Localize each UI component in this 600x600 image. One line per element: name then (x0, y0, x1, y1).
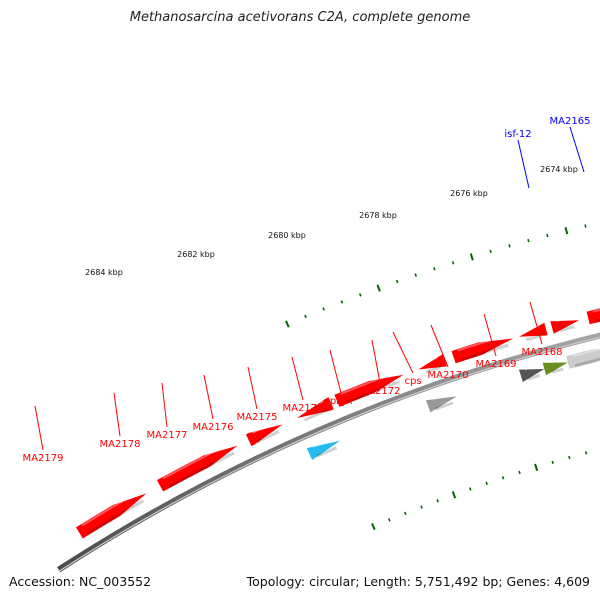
gene-label-MA2170[interactable]: MA2170 (428, 370, 469, 381)
gene-label-isf-12[interactable]: isf-12 (504, 129, 531, 140)
gene-label-MA2177[interactable]: MA2177 (147, 430, 188, 441)
outer-tick-mark (584, 224, 587, 228)
gene-label-MA2178[interactable]: MA2178 (100, 439, 141, 450)
gene-MA2178-arrow[interactable] (156, 443, 238, 492)
leader-line (517, 139, 530, 189)
gene-MA2179-arrow[interactable] (76, 491, 147, 539)
gene-MA2170-arrow[interactable] (586, 301, 600, 325)
outer-tick-mark (451, 261, 455, 265)
gene-label-MA2165[interactable]: MA2165 (550, 116, 591, 127)
inner-tick-mark (534, 463, 539, 471)
inner-tick-mark (501, 476, 505, 480)
gene-cps-olive-arrow[interactable] (542, 358, 568, 376)
gene-MA2174-arrow[interactable] (418, 354, 447, 374)
leader-line (291, 356, 304, 401)
outer-tick-mark (304, 314, 307, 319)
gene-MA2176-red-arrow[interactable] (296, 397, 334, 422)
leader-line (371, 339, 381, 384)
inner-tick-mark (451, 491, 457, 499)
inner-tick-mark (469, 487, 472, 491)
inner-tick-mark (388, 518, 391, 522)
scale-label: 2674 kbp (540, 165, 578, 174)
inner-tick-mark (420, 505, 423, 509)
gene-label-MA2168[interactable]: MA2168 (522, 347, 563, 358)
leader-line (483, 313, 497, 357)
leader-line (247, 366, 258, 410)
outer-tick-mark (414, 273, 417, 277)
outer-tick-mark (359, 293, 362, 297)
leader-line (529, 301, 543, 345)
leader-line (161, 382, 168, 428)
gene-features (76, 301, 600, 539)
scale-label: 2676 kbp (450, 189, 488, 198)
outer-tick-mark (395, 279, 399, 284)
scale-label: 2678 kbp (359, 211, 397, 220)
gene-label-MA2169[interactable]: MA2169 (476, 359, 517, 370)
gene-MA2174-gray-arrow[interactable] (426, 392, 457, 413)
gene-MA2175-arrow[interactable] (334, 371, 404, 407)
outer-tick-mark (546, 233, 549, 238)
map-title: Methanosarcina acetivorans C2A, complete… (129, 10, 471, 25)
leader-line (392, 331, 414, 374)
inner-tick-mark (436, 499, 439, 503)
gene-pigA-arrow[interactable] (451, 334, 514, 364)
inner-tick-mark (485, 481, 488, 485)
outer-tick-mark (508, 244, 511, 248)
leader-line (569, 126, 585, 173)
inner-tick-mark (404, 511, 407, 516)
genome-backbone (57, 332, 600, 573)
outer-tick-mark (469, 253, 474, 261)
outer-tick-mark (285, 320, 290, 328)
position-ticks: 2674 kbp 2676 kbp 2678 kbp 2680 kbp 2682 kbp… (85, 165, 588, 531)
outer-tick-mark (527, 238, 530, 243)
outer-tick-mark (433, 267, 436, 271)
gene-label-MA2172[interactable]: MA2172 (360, 386, 401, 397)
gene-label-MA2176[interactable]: MA2176 (193, 422, 234, 433)
scale-label: 2684 kbp (85, 268, 123, 277)
inner-tick-mark (371, 522, 376, 531)
backbone-line (57, 332, 600, 573)
outer-tick-mark (489, 249, 492, 253)
topology-text: Topology: circular; Length: 5,751,492 bp… (246, 574, 590, 589)
gene-MA2172-gray-arrow[interactable] (519, 364, 545, 382)
gene-label-cps[interactable]: cps (404, 376, 421, 387)
leader-line (34, 405, 44, 451)
inner-tick-mark (551, 460, 554, 465)
gene-label-MA2179[interactable]: MA2179 (23, 453, 64, 464)
leader-line (113, 392, 121, 437)
gene-cps-arrow[interactable] (550, 316, 580, 334)
outer-tick-mark (322, 307, 325, 311)
gene-label-MA2175[interactable]: MA2175 (237, 412, 278, 423)
accession-text: Accession: NC_003552 (9, 574, 152, 589)
gene-label-MA2174[interactable]: MA2174 (283, 403, 324, 414)
inner-tick-mark (584, 451, 588, 455)
gene-MA2172-arrow[interactable] (519, 322, 548, 342)
outer-tick-mark (376, 284, 381, 292)
leader-line (329, 349, 342, 394)
scale-label: 2680 kbp (268, 231, 306, 240)
scale-label: 2682 kbp (177, 250, 215, 259)
outer-tick-mark (564, 227, 569, 235)
inner-tick-mark (518, 470, 521, 475)
leader-line (430, 324, 449, 368)
gene-MA2176-arrow[interactable] (306, 437, 341, 461)
gene-MA2177-arrow[interactable] (245, 421, 283, 447)
inner-tick-mark (568, 455, 571, 460)
gene-MA2170-gray-arrow[interactable] (566, 344, 600, 369)
leader-line (203, 374, 214, 420)
outer-tick-mark (340, 300, 344, 304)
gene-label-pigA[interactable]: pigA (330, 396, 352, 407)
